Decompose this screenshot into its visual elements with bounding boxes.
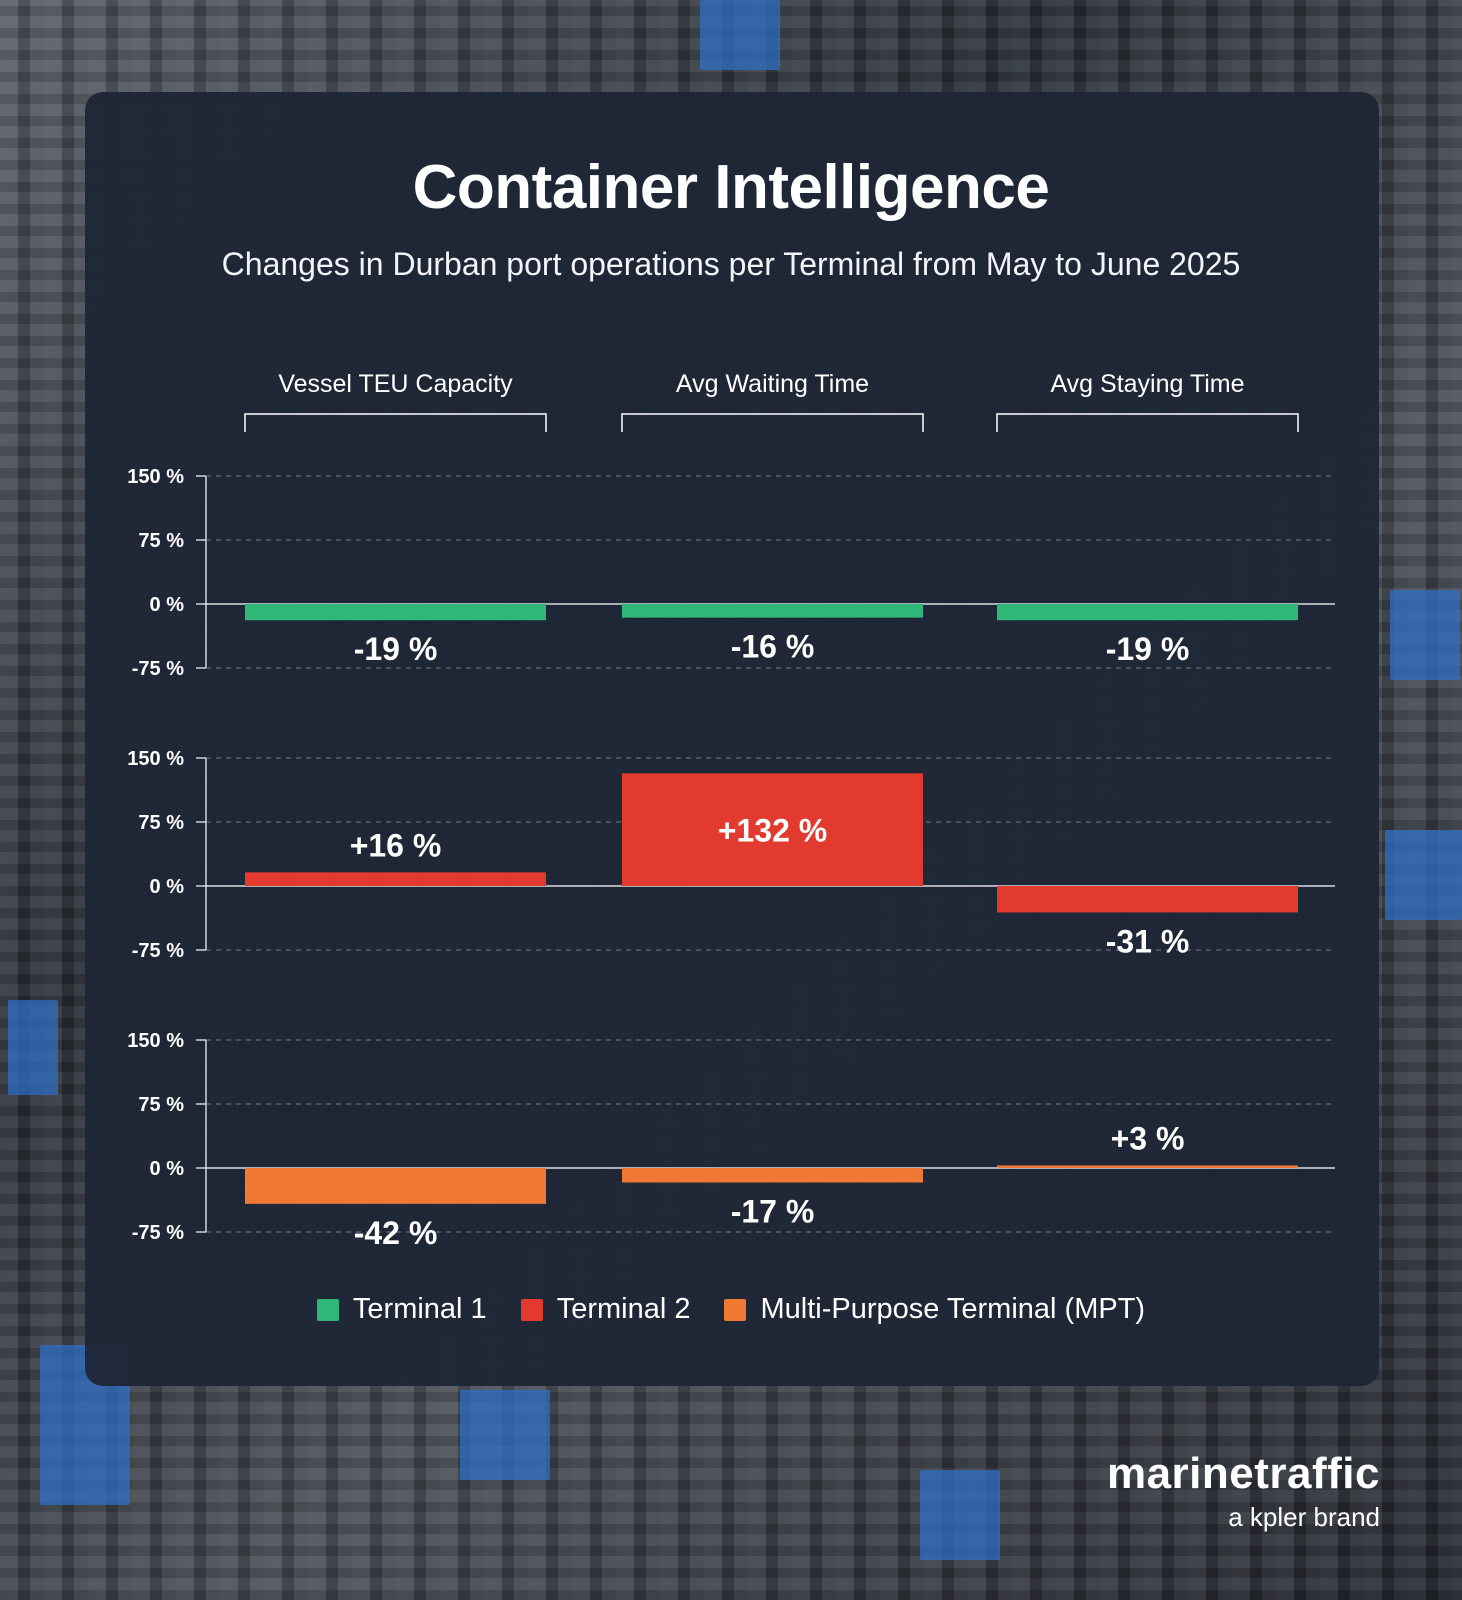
y-tick-label: -75 % bbox=[132, 940, 184, 962]
category-header: Avg Waiting Time bbox=[676, 370, 869, 398]
y-tick-label: 0 % bbox=[150, 594, 185, 616]
data-label: -19 % bbox=[354, 631, 438, 667]
y-tick-label: 150 % bbox=[127, 1030, 184, 1052]
data-label: -19 % bbox=[1106, 631, 1190, 667]
category-header: Vessel TEU Capacity bbox=[278, 370, 513, 398]
y-tick-label: 0 % bbox=[150, 1158, 185, 1180]
legend-item-terminal-2: Terminal 2 bbox=[520, 1293, 691, 1326]
category-bracket bbox=[621, 413, 924, 432]
legend-label: Terminal 1 bbox=[352, 1293, 487, 1325]
bar bbox=[245, 604, 546, 621]
legend: Terminal 1 Terminal 2 Multi-Purpose Term… bbox=[0, 1293, 1462, 1326]
y-tick-label: 75 % bbox=[138, 1094, 184, 1116]
bar bbox=[622, 1168, 923, 1183]
data-label: +16 % bbox=[350, 827, 442, 863]
category-header: Avg Staying Time bbox=[1050, 370, 1244, 398]
y-tick-label: 75 % bbox=[138, 530, 184, 552]
y-tick-label: -75 % bbox=[132, 658, 184, 680]
legend-swatch bbox=[724, 1298, 747, 1321]
bar bbox=[997, 1165, 1298, 1168]
legend-item-mpt: Multi-Purpose Terminal (MPT) bbox=[724, 1293, 1145, 1326]
bar bbox=[245, 872, 546, 886]
category-bracket bbox=[244, 413, 547, 432]
data-label: +3 % bbox=[1111, 1120, 1185, 1156]
brand-tagline: a kpler brand bbox=[1228, 1502, 1380, 1532]
brand-name: marinetraffic bbox=[1106, 1449, 1380, 1498]
chart-subtitle: Changes in Durban port operations per Te… bbox=[221, 246, 1241, 282]
data-label: +132 % bbox=[718, 813, 827, 849]
data-label: -17 % bbox=[731, 1194, 815, 1230]
y-tick-label: 150 % bbox=[127, 466, 184, 488]
data-label: -16 % bbox=[731, 629, 815, 665]
brand-logo: marinetraffic a kpler brand bbox=[1107, 1452, 1380, 1533]
y-tick-label: 75 % bbox=[138, 812, 184, 834]
bar bbox=[997, 604, 1298, 621]
data-label: -42 % bbox=[354, 1215, 438, 1251]
category-bracket bbox=[996, 413, 1299, 432]
y-tick-label: 150 % bbox=[127, 748, 184, 770]
chart-title: Container Intelligence bbox=[412, 153, 1050, 222]
legend-label: Terminal 2 bbox=[556, 1293, 691, 1325]
y-tick-label: 0 % bbox=[150, 876, 185, 898]
legend-item-terminal-1: Terminal 1 bbox=[316, 1293, 487, 1326]
legend-swatch bbox=[316, 1298, 339, 1321]
data-label: -31 % bbox=[1106, 923, 1190, 959]
bar bbox=[997, 886, 1298, 913]
bar bbox=[622, 773, 923, 886]
bar bbox=[622, 604, 923, 618]
legend-label: Multi-Purpose Terminal (MPT) bbox=[760, 1293, 1146, 1325]
legend-swatch bbox=[520, 1298, 543, 1321]
y-tick-label: -75 % bbox=[132, 1222, 184, 1244]
bar bbox=[245, 1168, 546, 1204]
